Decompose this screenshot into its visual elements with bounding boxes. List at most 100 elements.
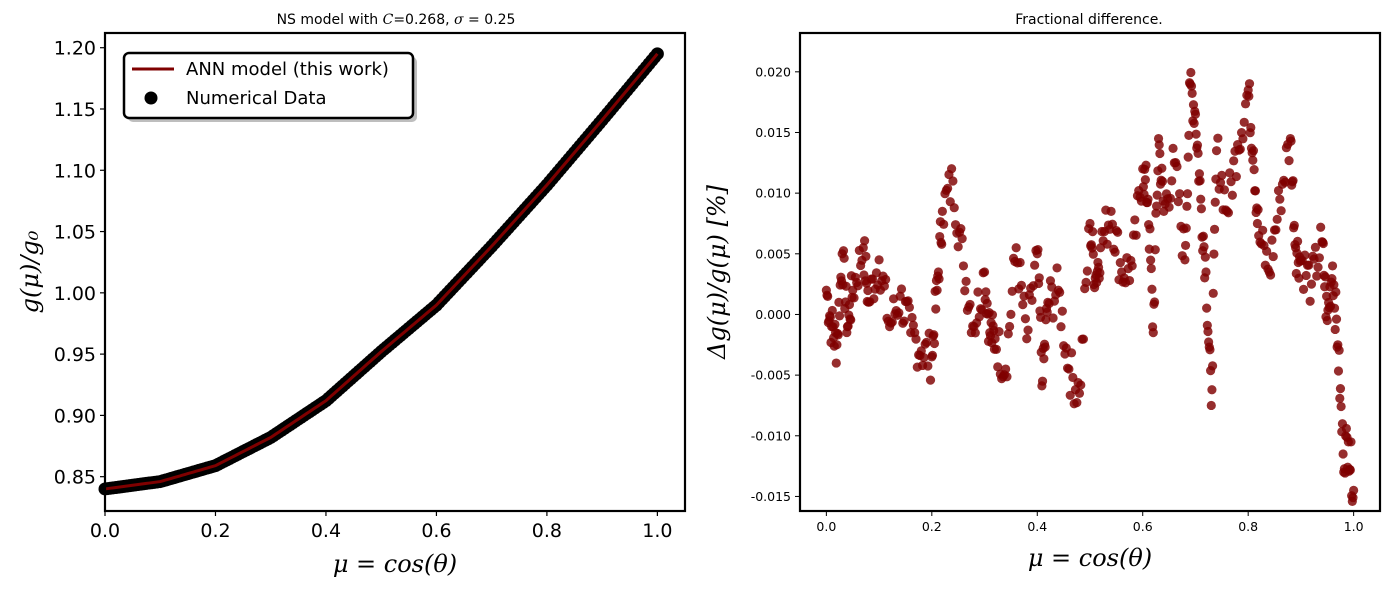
fractional-difference-point xyxy=(934,274,944,284)
fractional-difference-point xyxy=(1042,307,1052,317)
fractional-difference-point xyxy=(1085,218,1095,229)
fractional-difference-point xyxy=(1244,91,1254,101)
fractional-difference-point xyxy=(1138,182,1148,192)
right-y-tick-label: -0.010 xyxy=(751,428,791,443)
fractional-difference-point xyxy=(1294,273,1304,283)
fractional-difference-point xyxy=(1313,262,1323,272)
fractional-difference-point xyxy=(1349,485,1359,495)
fractional-difference-point xyxy=(1305,296,1315,306)
right-plot: Fractional difference. 0.0200.0150.0100.… xyxy=(703,12,1382,572)
fractional-difference-point xyxy=(1338,449,1348,459)
fractional-difference-point xyxy=(982,298,992,308)
fractional-difference-point xyxy=(1072,397,1082,408)
fractional-difference-point xyxy=(1200,252,1210,262)
left-y-tick-label: 0.95 xyxy=(54,344,96,366)
fractional-difference-point xyxy=(1217,170,1227,181)
fractional-difference-point xyxy=(1231,171,1241,182)
fractional-difference-point xyxy=(1076,380,1086,390)
fractional-difference-point xyxy=(1207,361,1218,371)
fractional-difference-point xyxy=(834,297,844,307)
fractional-difference-point xyxy=(993,362,1003,372)
fractional-difference-point xyxy=(861,251,871,261)
fractional-difference-point xyxy=(1318,238,1328,249)
left-legend: ANN model (this work) Numerical Data xyxy=(122,51,417,122)
fractional-difference-point xyxy=(1229,156,1239,166)
fractional-difference-point xyxy=(830,319,840,329)
fractional-difference-point xyxy=(991,344,1002,354)
left-y-tick-label: 1.10 xyxy=(54,160,96,182)
fractional-difference-point xyxy=(1095,268,1105,278)
legend-dot-swatch xyxy=(144,91,158,105)
fractional-difference-point xyxy=(1219,185,1230,195)
fractional-difference-point xyxy=(1209,249,1219,259)
fractional-difference-point xyxy=(1055,287,1065,297)
fractional-difference-point xyxy=(965,299,975,310)
left-x-tick-label: 0.4 xyxy=(311,520,341,542)
fractional-difference-point xyxy=(1039,354,1049,364)
legend-label-ann: ANN model (this work) xyxy=(186,59,389,80)
fractional-difference-point xyxy=(1186,67,1196,78)
fractional-difference-point xyxy=(1262,246,1272,256)
fractional-difference-point xyxy=(1141,160,1151,170)
fractional-difference-point xyxy=(1210,197,1220,207)
fractional-difference-point xyxy=(1115,258,1125,268)
fractional-difference-point xyxy=(1143,194,1153,204)
right-plot-frame xyxy=(798,31,1382,513)
fractional-difference-point xyxy=(1341,423,1351,434)
fractional-difference-point xyxy=(1022,334,1032,344)
fractional-difference-point xyxy=(1329,280,1339,290)
fractional-difference-point xyxy=(1213,133,1223,143)
fractional-difference-point xyxy=(1180,240,1191,251)
fractional-difference-point xyxy=(958,261,969,271)
fractional-difference-point xyxy=(832,340,842,350)
fractional-difference-point xyxy=(823,291,833,301)
fractional-difference-point xyxy=(1306,279,1317,289)
left-y-tick-label: 0.90 xyxy=(54,405,96,427)
fractional-difference-point xyxy=(1172,161,1182,172)
fractional-difference-point xyxy=(1165,193,1176,204)
fractional-difference-point xyxy=(1336,401,1346,412)
fractional-difference-point xyxy=(949,203,959,213)
fractional-difference-point xyxy=(1330,324,1340,335)
fractional-difference-point xyxy=(1150,245,1160,255)
fractional-difference-point xyxy=(1148,328,1158,338)
fractional-difference-point xyxy=(960,286,970,296)
fractional-difference-point xyxy=(1258,225,1268,235)
fractional-difference-point xyxy=(933,267,944,277)
fractional-difference-point xyxy=(1246,122,1256,133)
fractional-difference-point xyxy=(839,253,849,263)
fractional-difference-point xyxy=(1057,306,1067,316)
fractional-difference-point xyxy=(1006,309,1016,319)
fractional-difference-point xyxy=(863,285,873,296)
fractional-difference-point xyxy=(1196,194,1206,204)
left-plot-frame xyxy=(103,31,687,513)
fractional-difference-point xyxy=(833,330,843,340)
fractional-difference-point xyxy=(838,246,849,256)
left-series-layer xyxy=(98,47,664,496)
fractional-difference-point xyxy=(1064,364,1074,374)
left-y-tick-label: 1.05 xyxy=(54,222,96,244)
fractional-difference-point xyxy=(1102,239,1112,249)
fractional-difference-point xyxy=(1248,146,1259,156)
fractional-difference-point xyxy=(1235,144,1245,154)
fractional-difference-point xyxy=(1187,88,1197,98)
fractional-difference-point xyxy=(1168,143,1178,153)
fractional-difference-point xyxy=(943,183,953,193)
fractional-difference-point xyxy=(1186,81,1197,91)
fractional-difference-point xyxy=(846,315,856,325)
fractional-difference-point xyxy=(1040,342,1050,352)
fractional-difference-point xyxy=(1267,235,1277,245)
fractional-difference-point xyxy=(1238,134,1248,144)
left-y-axis-ticks: 0.85 0.90 0.95 1.00 1.05 1.10 1.15 1.20 xyxy=(54,38,105,489)
fractional-difference-point xyxy=(1018,300,1028,310)
left-plot: NS model with C=0.268, σ = 0.25 0.85 0.90… xyxy=(16,12,687,578)
fractional-difference-point xyxy=(899,316,909,326)
fractional-difference-point xyxy=(1157,163,1167,173)
fractional-difference-point xyxy=(1131,230,1141,240)
fractional-difference-point xyxy=(849,293,859,303)
left-x-axis-ticks: 0.0 0.2 0.4 0.6 0.8 1.0 xyxy=(90,511,672,542)
fractional-difference-point xyxy=(1223,208,1234,218)
fractional-difference-point xyxy=(869,294,879,304)
fractional-difference-point xyxy=(1011,243,1021,253)
left-chart-title: NS model with C=0.268, σ = 0.25 xyxy=(277,12,516,28)
